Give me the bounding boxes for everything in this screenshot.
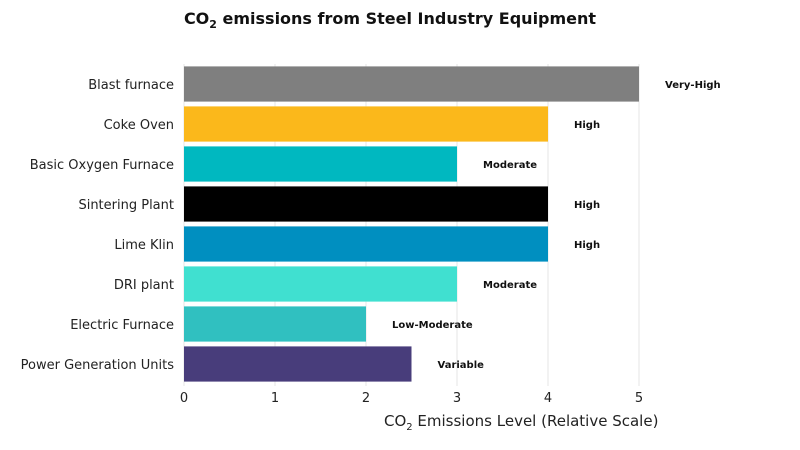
x-tick-label-2: 2 xyxy=(362,391,370,406)
title-subscript: 2 xyxy=(209,18,217,32)
data-label-5: Moderate xyxy=(483,280,537,291)
data-label-6: Low-Moderate xyxy=(392,320,473,331)
data-label-1: High xyxy=(574,120,600,131)
category-label-2: Basic Oxygen Furnace xyxy=(30,158,174,173)
data-label-3: High xyxy=(574,200,600,211)
category-label-3: Sintering Plant xyxy=(78,198,174,213)
bar-3 xyxy=(184,186,548,222)
category-label-6: Electric Furnace xyxy=(70,318,174,333)
category-label-0: Blast furnace xyxy=(88,78,174,93)
bar-2 xyxy=(184,146,457,182)
data-label-7: Variable xyxy=(438,360,485,371)
data-label-0: Very-High xyxy=(665,80,721,91)
xlabel-suffix: Emissions Level (Relative Scale) xyxy=(412,412,659,430)
x-tick-label-5: 5 xyxy=(635,391,643,406)
x-tick-label-4: 4 xyxy=(544,391,552,406)
x-tick-label-0: 0 xyxy=(180,391,188,406)
x-axis-label: CO2 Emissions Level (Relative Scale) xyxy=(384,412,658,433)
category-label-7: Power Generation Units xyxy=(21,358,175,373)
title-prefix: CO xyxy=(183,9,210,28)
data-label-4: High xyxy=(574,240,600,251)
bar-6 xyxy=(184,306,366,342)
bar-0 xyxy=(184,66,639,102)
bar-7 xyxy=(184,346,412,382)
data-label-2: Moderate xyxy=(483,160,537,171)
xlabel-prefix: CO xyxy=(384,412,407,430)
x-tick-label-1: 1 xyxy=(271,391,279,406)
category-label-1: Coke Oven xyxy=(104,118,174,133)
category-label-5: DRI plant xyxy=(114,278,174,293)
title-suffix: emissions from Steel Industry Equipment xyxy=(216,9,597,28)
xlabel-subscript: 2 xyxy=(406,422,413,433)
bar-1 xyxy=(184,106,548,142)
x-tick-label-3: 3 xyxy=(453,391,461,406)
chart-title: CO2 emissions from Steel Industry Equipm… xyxy=(0,9,780,31)
bar-5 xyxy=(184,266,457,302)
category-label-4: Lime Klin xyxy=(114,238,174,253)
bar-4 xyxy=(184,226,548,262)
